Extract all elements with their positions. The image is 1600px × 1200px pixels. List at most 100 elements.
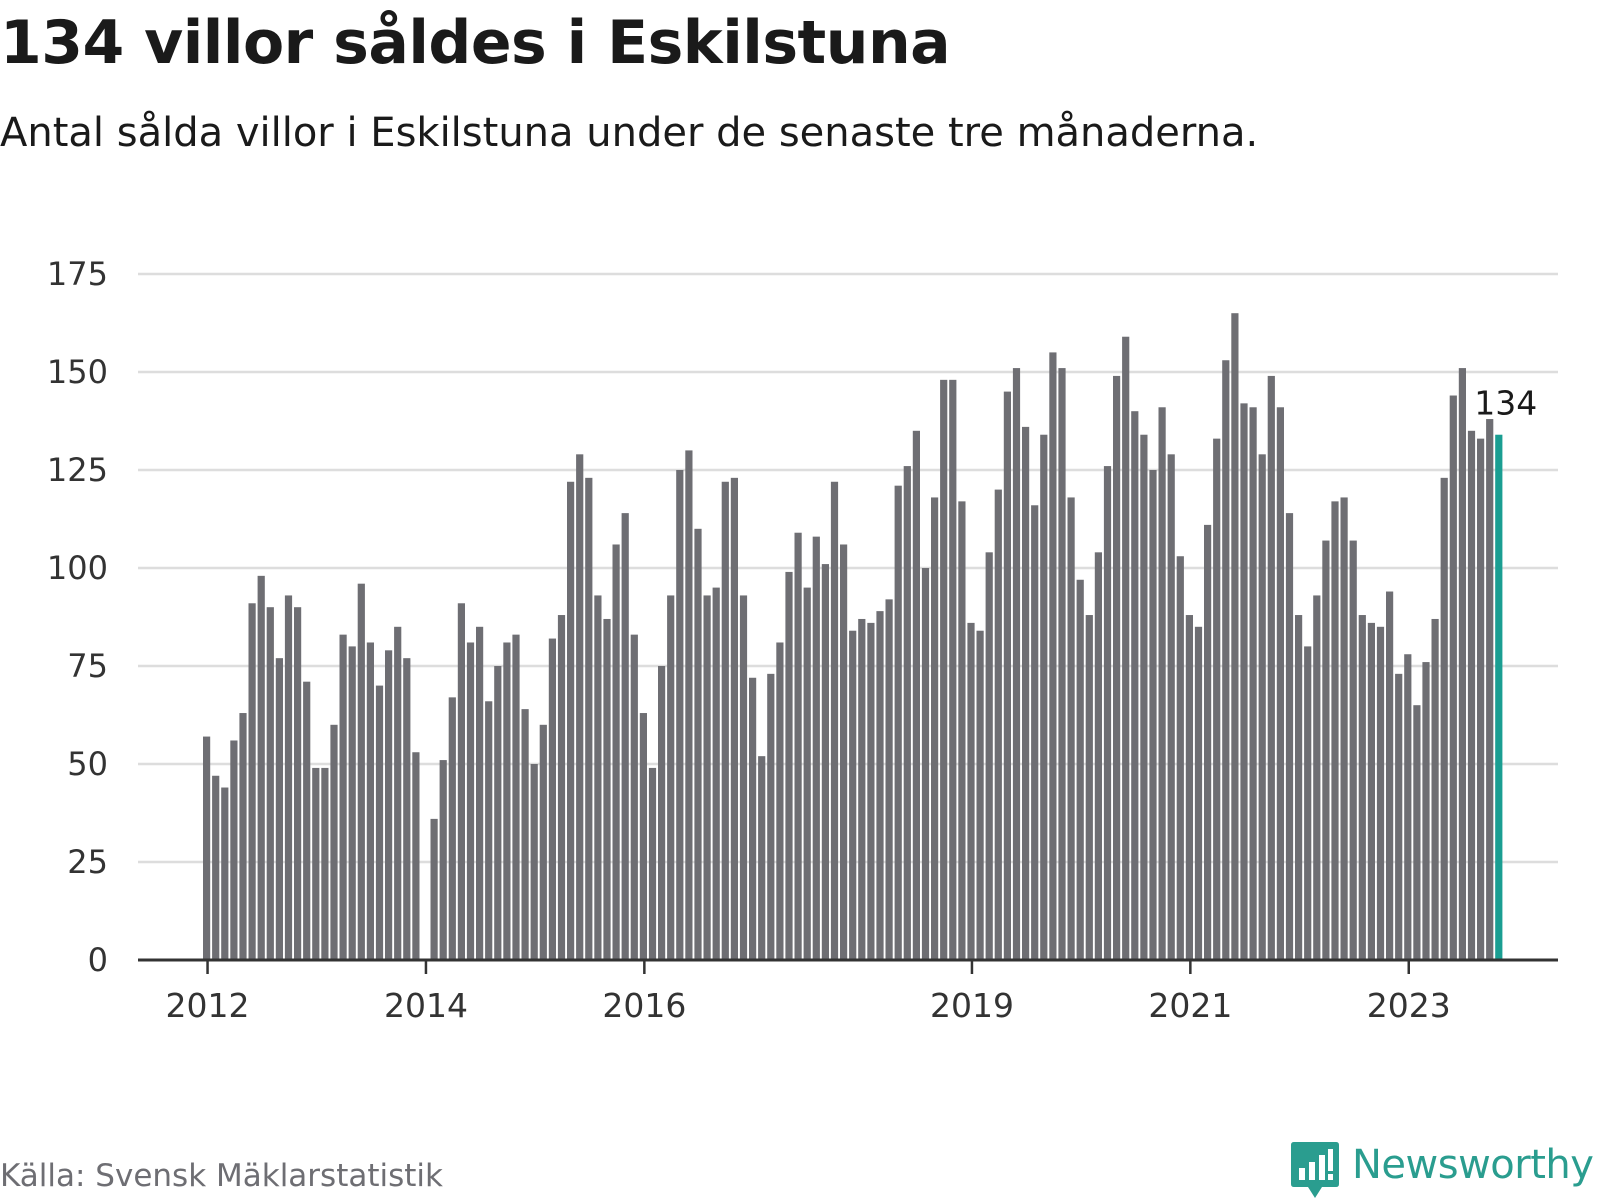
bar [1267,375,1275,960]
bar [949,379,957,961]
bar [658,666,666,960]
bar [1213,438,1221,960]
y-tick-label: 0 [88,941,108,979]
bar [294,607,302,960]
bar [812,536,820,960]
x-tick-label: 2016 [602,986,686,1025]
bar [776,642,784,960]
x-tick-label: 2019 [930,986,1014,1025]
bar [485,701,493,960]
bar [476,626,484,960]
bar [375,685,384,960]
bar [1204,524,1212,960]
brand: Newsworthy [1290,1140,1600,1200]
bar [1022,426,1030,960]
bar [1049,352,1057,960]
bar [794,532,802,960]
y-tick-label: 100 [47,549,108,587]
bar [994,489,1002,960]
gridlines: 0 25 50 75 100 125 150 175 [47,255,1558,979]
bar [1313,595,1321,960]
bar [1222,360,1230,960]
bar [1094,552,1102,960]
bar [885,599,893,960]
bar [685,450,693,960]
x-tick-label: 2012 [166,986,250,1025]
bar [275,658,283,960]
bar [1249,407,1257,960]
bar [1140,434,1148,961]
bar [266,607,274,960]
bar [785,571,793,960]
bar [1386,591,1394,960]
bar [321,767,329,960]
chart-title: 134 villor såldes i Eskilstuna [0,8,951,78]
bar [594,595,602,960]
bar [1285,513,1294,960]
bar [985,552,993,960]
bar [667,595,675,960]
bar [1340,497,1348,960]
bar [739,595,748,960]
bar [1131,411,1139,960]
bar [1322,540,1330,960]
bar [921,568,930,960]
highlight-value-label: 134 [1474,384,1537,423]
bar [1413,705,1421,960]
bar [821,564,829,960]
bar [567,481,575,960]
bar [412,752,420,960]
bar [712,587,720,960]
bar [958,501,966,960]
bar [967,622,975,960]
bar [548,638,556,960]
bar [557,615,566,960]
bar [1295,615,1303,960]
bar [466,642,475,960]
bar [803,587,811,960]
bar [403,658,411,960]
bar [767,673,775,960]
bar [248,603,256,960]
bar [1149,470,1157,960]
bar [1113,375,1121,960]
bar [849,630,857,960]
brand-name: Newsworthy [1352,1142,1594,1188]
y-tick-label: 50 [67,745,108,783]
bar [694,528,702,960]
bar [1367,622,1375,960]
bar [348,646,356,960]
newsworthy-logo-icon [1291,1142,1339,1198]
bar [576,454,584,960]
bar [1304,646,1312,960]
bar [1358,615,1366,960]
bar [676,470,684,960]
bar [394,626,402,960]
y-tick-label: 125 [47,451,108,489]
bar [494,666,502,960]
bar [1076,579,1084,960]
x-tick-label: 2023 [1367,986,1451,1025]
bar [830,481,839,960]
chart-subtitle: Antal sålda villor i Eskilstuna under de… [0,110,1259,156]
bar [639,713,647,960]
bar [840,544,848,960]
bar [1158,407,1166,960]
bar [1477,438,1485,960]
bar [585,477,593,960]
bar [1031,505,1039,960]
bar [1167,454,1175,960]
bar [203,736,211,960]
bar [931,497,939,960]
bar [385,650,393,960]
x-tick-label: 2021 [1148,986,1232,1025]
bar [603,618,611,960]
bar [858,618,866,960]
bar [1331,501,1339,960]
bar [303,681,311,960]
bar [1058,368,1066,961]
bar [284,595,293,960]
bar [503,642,511,960]
bar [512,634,520,960]
bar [721,481,729,960]
